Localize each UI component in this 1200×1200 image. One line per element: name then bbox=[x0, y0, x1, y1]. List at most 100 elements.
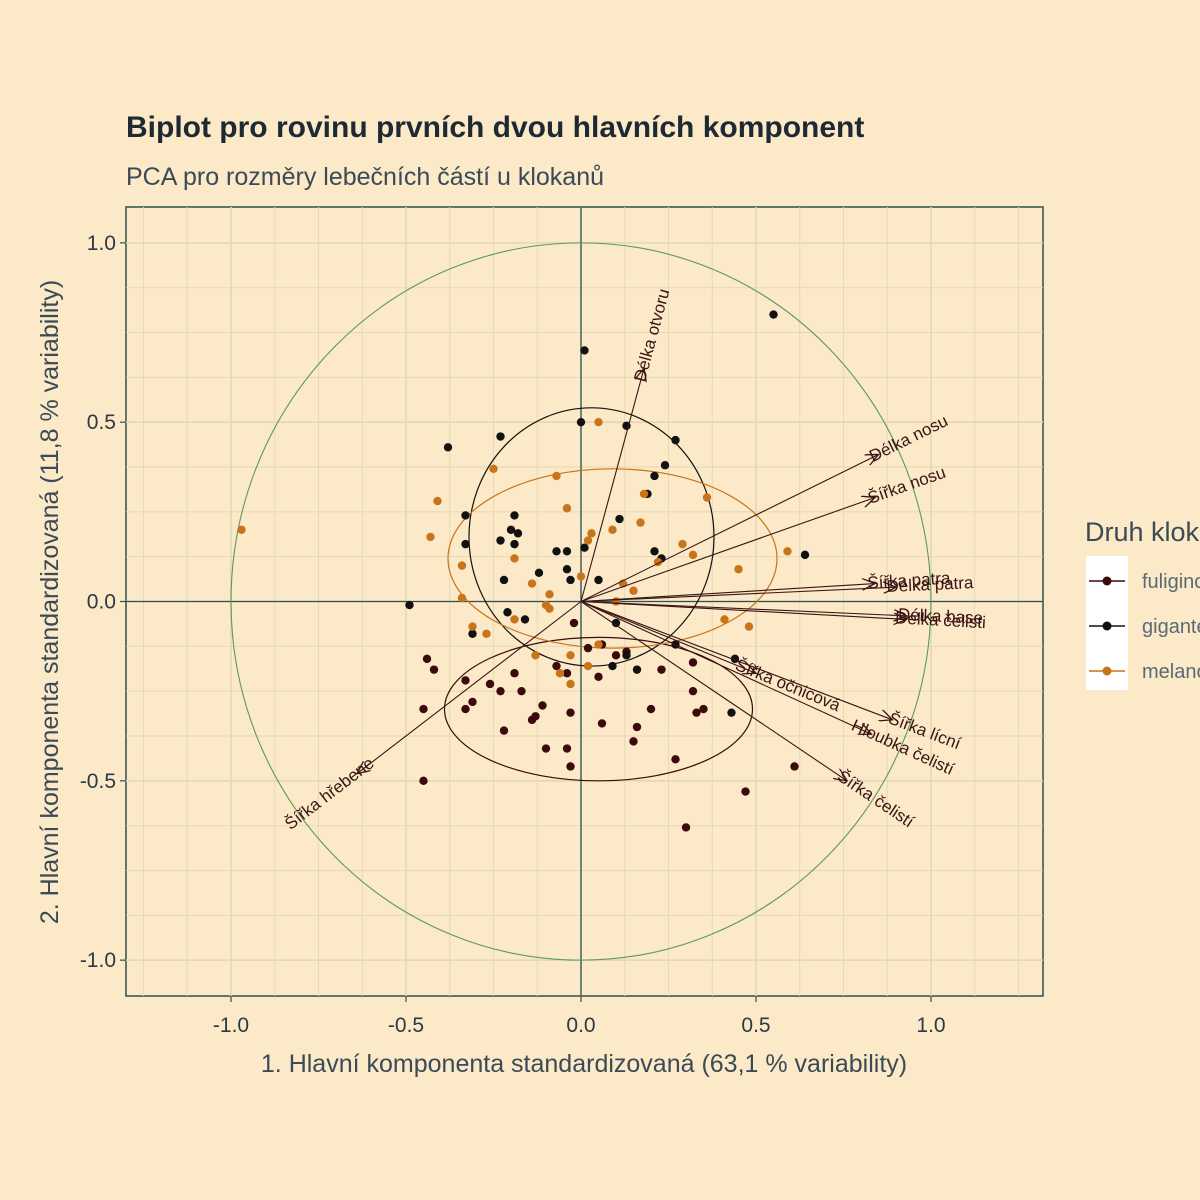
point-giganteus bbox=[580, 346, 589, 355]
x-tick-label: -0.5 bbox=[388, 1014, 424, 1037]
y-axis-ticks: -1.0 -0.5 0.0 0.5 1.0 bbox=[80, 232, 126, 972]
x-tick-label: 0.0 bbox=[566, 1014, 595, 1037]
point-giganteus bbox=[611, 618, 621, 628]
point-melanops bbox=[720, 615, 729, 624]
x-axis-title: 1. Hlavní komponenta standardizovaná (63… bbox=[261, 1050, 907, 1078]
point-fuliginosus bbox=[583, 643, 593, 653]
legend-key-point bbox=[1102, 621, 1112, 631]
point-giganteus bbox=[671, 435, 680, 445]
point-melanops bbox=[555, 669, 565, 678]
legend-title: Druh klokana bbox=[1085, 517, 1200, 547]
point-melanops bbox=[636, 518, 645, 527]
point-fuliginosus bbox=[531, 712, 540, 721]
point-melanops bbox=[510, 554, 519, 563]
point-giganteus bbox=[622, 651, 631, 660]
point-fuliginosus bbox=[517, 686, 526, 696]
point-melanops bbox=[744, 622, 754, 631]
point-melanops bbox=[639, 489, 649, 499]
point-fuliginosus bbox=[611, 651, 621, 660]
point-melanops bbox=[688, 550, 698, 560]
point-giganteus bbox=[594, 575, 603, 585]
point-fuliginosus bbox=[657, 665, 666, 674]
point-fuliginosus bbox=[562, 669, 572, 678]
point-melanops bbox=[237, 525, 246, 534]
point-fuliginosus bbox=[646, 704, 656, 714]
point-fuliginosus bbox=[594, 672, 603, 682]
chart-subtitle: PCA pro rozměry lebečních částí u klokan… bbox=[126, 163, 604, 191]
loading-label: Délka čelisti bbox=[895, 608, 987, 632]
point-giganteus bbox=[800, 550, 810, 560]
point-giganteus bbox=[650, 547, 659, 556]
y-tick-label: -0.5 bbox=[80, 770, 116, 793]
legend-label: melanops bbox=[1142, 661, 1200, 683]
legend: Druh klokana fuliginosus giganteus melanop… bbox=[1085, 517, 1200, 690]
x-tick-label: 1.0 bbox=[916, 1014, 945, 1037]
point-giganteus bbox=[660, 461, 670, 470]
point-melanops bbox=[783, 547, 792, 556]
loading-arrows bbox=[357, 368, 907, 780]
point-giganteus bbox=[534, 568, 544, 578]
point-giganteus bbox=[503, 608, 512, 617]
point-fuliginosus bbox=[741, 787, 750, 796]
point-melanops bbox=[457, 561, 467, 570]
point-fuliginosus bbox=[566, 762, 575, 771]
point-fuliginosus bbox=[538, 701, 547, 710]
point-melanops bbox=[531, 651, 540, 660]
point-melanops bbox=[678, 539, 687, 549]
point-melanops bbox=[583, 536, 593, 545]
point-fuliginosus bbox=[496, 686, 505, 696]
point-fuliginosus bbox=[688, 658, 698, 667]
point-fuliginosus bbox=[671, 755, 680, 764]
legend-label: fuliginosus bbox=[1142, 571, 1200, 593]
loading-arrow bbox=[580, 600, 893, 720]
point-fuliginosus bbox=[597, 719, 607, 728]
point-melanops bbox=[426, 532, 435, 542]
point-giganteus bbox=[496, 432, 505, 441]
point-fuliginosus bbox=[499, 726, 509, 735]
loading-label: Délka patra bbox=[886, 573, 974, 596]
x-axis-ticks: -1.0 -0.5 0.0 0.5 1.0 bbox=[213, 996, 946, 1037]
point-giganteus bbox=[496, 536, 505, 545]
point-giganteus bbox=[520, 615, 530, 624]
point-fuliginosus bbox=[461, 704, 470, 714]
point-fuliginosus bbox=[569, 618, 579, 628]
loading-arrow bbox=[580, 497, 875, 603]
point-giganteus bbox=[650, 471, 659, 481]
data-points bbox=[237, 310, 810, 832]
x-tick-label: 0.5 bbox=[741, 1014, 770, 1037]
loading-arrow bbox=[357, 601, 582, 774]
point-giganteus bbox=[576, 417, 586, 427]
point-giganteus bbox=[608, 661, 617, 671]
ellipse-melanops bbox=[447, 468, 778, 649]
point-melanops bbox=[566, 651, 575, 660]
y-tick-label: 0.0 bbox=[87, 591, 116, 614]
legend-label: giganteus bbox=[1142, 616, 1200, 638]
point-melanops bbox=[489, 464, 498, 474]
point-giganteus bbox=[461, 539, 470, 549]
point-melanops bbox=[608, 525, 617, 534]
point-giganteus bbox=[562, 565, 572, 574]
chart-title: Biplot pro rovinu prvních dvou hlavních … bbox=[126, 111, 864, 144]
y-tick-label: -1.0 bbox=[80, 949, 116, 972]
point-fuliginosus bbox=[422, 654, 432, 664]
legend-key-point bbox=[1102, 666, 1112, 676]
point-fuliginosus bbox=[629, 737, 638, 746]
y-axis-title: 2. Hlavní komponenta standardizovaná (11… bbox=[36, 280, 64, 924]
point-fuliginosus bbox=[419, 704, 428, 714]
point-giganteus bbox=[510, 511, 519, 520]
point-giganteus bbox=[461, 511, 470, 520]
point-melanops bbox=[562, 504, 572, 513]
point-fuliginosus bbox=[681, 823, 691, 832]
loading-label: Délka base bbox=[898, 605, 984, 628]
point-melanops bbox=[629, 586, 638, 595]
point-melanops bbox=[541, 600, 551, 610]
point-melanops bbox=[510, 615, 519, 624]
point-fuliginosus bbox=[510, 669, 519, 678]
point-giganteus bbox=[506, 525, 516, 534]
loading-arrow bbox=[580, 368, 644, 602]
point-fuliginosus bbox=[688, 686, 698, 696]
point-melanops bbox=[457, 593, 467, 603]
loading-arrow bbox=[580, 600, 907, 616]
point-fuliginosus bbox=[552, 661, 561, 671]
